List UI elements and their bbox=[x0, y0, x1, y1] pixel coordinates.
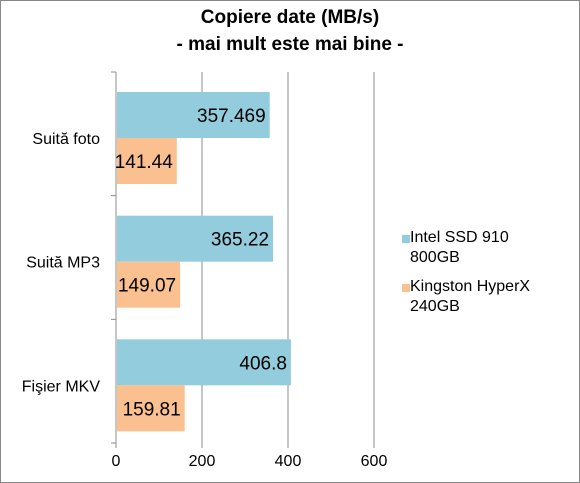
bar-s0-c1 bbox=[117, 215, 274, 262]
bars-group bbox=[117, 92, 291, 432]
data-label-s0-c1: 365.22 bbox=[211, 230, 269, 251]
bar-s0-c0 bbox=[117, 92, 270, 138]
bar-s1-c2 bbox=[117, 385, 185, 432]
category-label-2: Fişier MKV bbox=[22, 378, 101, 395]
legend-label-intel-line2: 800GB bbox=[410, 249, 460, 266]
data-label-s0-c2: 406.8 bbox=[239, 353, 287, 374]
legend-swatch-kingston bbox=[402, 284, 410, 292]
data-label-s1-c0: 141.44 bbox=[115, 152, 174, 173]
bar-s1-c1 bbox=[117, 261, 181, 308]
x-tick-label-0: 0 bbox=[112, 453, 121, 470]
chart-title: Copiere date (MB/s) bbox=[200, 7, 380, 28]
legend-label-kingston-line2: 240GB bbox=[410, 298, 460, 315]
x-tick-label-600: 600 bbox=[361, 453, 388, 470]
category-label-0: Suită foto bbox=[32, 131, 100, 148]
legend-label-kingston-line1: Kingston HyperX bbox=[410, 278, 531, 295]
labels-group: Suită foto 357.469 141.44 Suită MP3 365.22 14… bbox=[22, 106, 287, 420]
data-label-s1-c2: 159.81 bbox=[123, 399, 181, 420]
data-label-s1-c1: 149.07 bbox=[118, 276, 176, 297]
axes-group: 0 200 400 600 bbox=[111, 71, 388, 470]
category-label-1: Suită MP3 bbox=[26, 255, 100, 272]
bar-s1-c0 bbox=[117, 138, 177, 184]
bar-s0-c2 bbox=[117, 339, 291, 386]
chart-subtitle: - mai mult este mai bine - bbox=[176, 34, 404, 55]
x-tick-label-200: 200 bbox=[189, 453, 216, 470]
legend-item-intel: Intel SSD 910 800GB bbox=[402, 228, 509, 268]
legend-swatch-intel bbox=[402, 235, 410, 243]
legend-item-kingston: Kingston HyperX 240GB bbox=[402, 277, 531, 317]
x-tick-label-400: 400 bbox=[275, 453, 302, 470]
legend-label-intel-line1: Intel SSD 910 bbox=[410, 229, 509, 246]
data-label-s0-c0: 357.469 bbox=[197, 106, 266, 127]
